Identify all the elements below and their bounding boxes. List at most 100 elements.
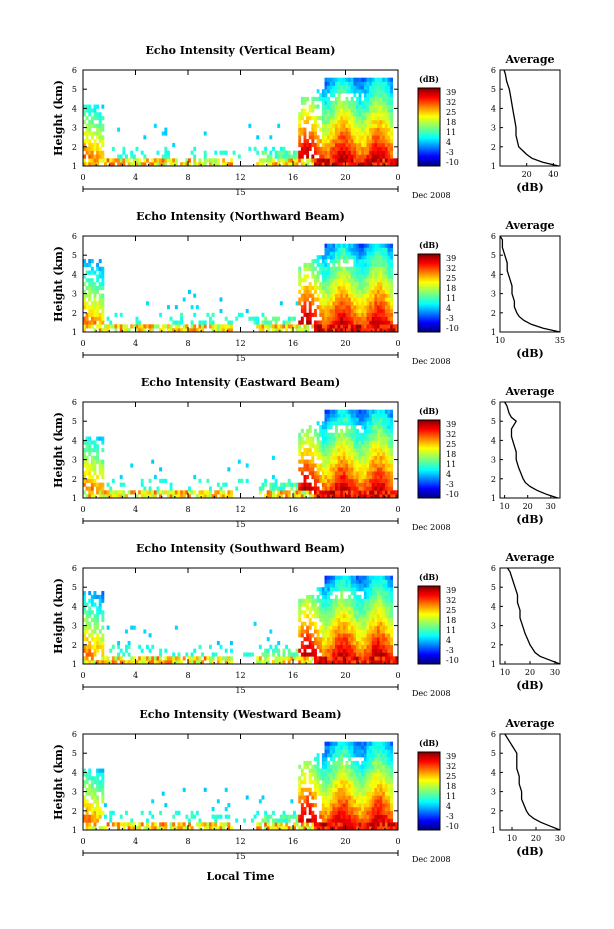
colorbar-band [418, 660, 440, 663]
echo-cell [356, 266, 359, 271]
echo-cell [358, 656, 362, 661]
echo-cell [345, 471, 349, 476]
x-tick-label: 4 [133, 173, 138, 182]
colorbar-band [418, 650, 440, 653]
echo-cell [329, 255, 333, 260]
echo-cell [342, 660, 346, 665]
y-tick-label: 3 [72, 622, 77, 631]
echo-cell [335, 579, 338, 584]
echo-cell [83, 803, 86, 808]
echo-cell [109, 158, 113, 163]
echo-cell [83, 297, 86, 302]
echo-cell [384, 436, 388, 441]
echo-cell [340, 421, 344, 426]
echo-cell [308, 146, 312, 151]
colorbar-band [418, 484, 440, 487]
echo-cell [356, 602, 359, 607]
echo-cell [214, 158, 218, 163]
echo-cell [329, 116, 333, 121]
echo-cell [319, 644, 323, 649]
echo-cell [327, 776, 331, 781]
echo-cell [329, 764, 333, 769]
echo-cell [96, 301, 100, 306]
echo-cell [358, 81, 362, 86]
echo-cell [106, 158, 110, 163]
echo-cell [327, 131, 331, 136]
echo-cell [387, 409, 391, 414]
echo-cell [356, 131, 359, 136]
echo-cell [319, 266, 323, 271]
echo-cell [83, 104, 86, 109]
echo-cell [190, 328, 194, 333]
colorbar-band [418, 322, 440, 325]
echo-cell [342, 417, 346, 422]
echo-cell [356, 308, 359, 314]
echo-cell [382, 142, 386, 148]
echo-cell [358, 648, 362, 653]
echo-cell [306, 594, 310, 600]
echo-cell [314, 259, 317, 264]
echo-cell [88, 494, 92, 499]
echo-cell [369, 139, 373, 144]
echo-cell [366, 478, 370, 483]
echo-cell [321, 259, 325, 264]
echo-cell [342, 162, 346, 167]
echo-cell [361, 108, 365, 113]
echo-cell [169, 158, 173, 163]
echo-cell [198, 478, 202, 483]
echo-cell [96, 795, 100, 800]
echo-cell [332, 652, 336, 657]
echo-cell [366, 417, 370, 422]
echo-cell [332, 116, 336, 121]
echo-cell [387, 436, 391, 441]
echo-cell [377, 436, 380, 441]
echo-cell [390, 104, 394, 109]
echo-cell [214, 822, 218, 827]
echo-cell [316, 146, 320, 151]
echo-cell [96, 806, 100, 812]
echo-cell [390, 575, 394, 580]
echo-cell [266, 822, 270, 827]
echo-cell [169, 826, 173, 831]
echo-cell [332, 266, 336, 271]
echo-cell [340, 640, 344, 646]
echo-cell [90, 803, 94, 808]
echo-cell [374, 409, 378, 414]
echo-cell [390, 467, 394, 472]
echo-cell [363, 262, 367, 268]
echo-cell [219, 644, 223, 649]
echo-cell [358, 285, 362, 291]
colorbar-band [418, 119, 440, 122]
echo-cell [303, 764, 307, 769]
echo-cell [340, 652, 344, 657]
echo-cell [327, 633, 331, 638]
echo-cell [384, 162, 388, 167]
echo-cell [371, 478, 375, 483]
echo-cell [98, 285, 102, 291]
echo-cell [345, 251, 349, 256]
echo-cell [321, 614, 325, 619]
echo-cell [342, 251, 346, 256]
echo-cell [387, 116, 391, 121]
echo-cell [350, 297, 354, 302]
echo-cell [384, 425, 388, 430]
echo-cell [327, 116, 331, 121]
day-label: 15 [235, 520, 245, 529]
panel-title: Echo Intensity (Vertical Beam) [145, 44, 335, 57]
echo-cell [335, 478, 338, 483]
echo-cell [93, 455, 97, 460]
echo-cell [345, 451, 349, 457]
echo-cell [253, 316, 257, 321]
echo-cell [277, 818, 281, 823]
echo-cell [335, 123, 338, 128]
echo-cell [88, 131, 92, 136]
echo-cell [377, 490, 380, 495]
echo-cell [369, 629, 373, 634]
echo-cell [377, 158, 380, 163]
echo-cell [340, 482, 344, 487]
echo-cell [353, 259, 357, 264]
echo-cell [319, 660, 323, 665]
echo-cell [332, 474, 336, 480]
echo-cell [374, 583, 378, 588]
profile-frame [499, 401, 561, 499]
